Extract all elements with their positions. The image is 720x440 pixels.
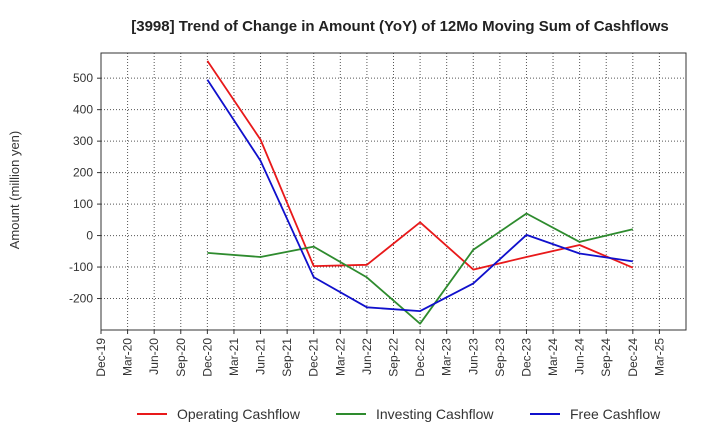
x-tick-label: Dec-19 [94,338,108,377]
x-tick-label: Jun-23 [466,338,480,375]
x-tick-label: Jun-24 [573,338,587,375]
y-tick-label: 200 [73,166,93,180]
series-line-free-cashflow [206,79,633,313]
x-tick-label: Mar-23 [440,338,454,376]
series-line-investing-cashflow [207,212,634,325]
x-tick-label: Dec-20 [200,338,214,377]
y-tick-label: 400 [73,103,93,117]
x-tick-label: Jun-22 [360,338,374,375]
x-tick-label: Dec-22 [413,338,427,377]
x-tick-label: Sep-21 [280,338,294,377]
legend-label: Operating Cashflow [177,406,301,422]
legend: Operating Cashflow Investing Cashflow Free… [137,406,661,422]
legend-label: Investing Cashflow [376,406,494,422]
plot-frame [100,52,687,331]
y-tick-label: -100 [69,260,93,274]
x-tick-label: Dec-24 [626,338,640,377]
x-tick-label: Mar-21 [227,338,241,376]
y-tick-label: 500 [73,71,93,85]
x-tick-labels: Dec-19 Mar-20 Jun-20 Sep-20 Dec-20 Mar-21 Jun-… [94,330,666,377]
x-tick-label: Sep-22 [387,338,401,377]
grid-lines [101,53,686,330]
x-tick-label: Sep-24 [599,338,613,377]
y-axis-label: Amount (million yen) [7,131,22,250]
x-tick-label: Jun-21 [254,338,268,375]
x-tick-label: Mar-22 [333,338,347,376]
x-tick-label: Sep-23 [493,338,507,377]
series-line-operating-cashflow [206,60,634,271]
x-tick-label: Mar-24 [546,338,560,376]
x-tick-label: Mar-20 [121,338,135,376]
y-tick-label: -200 [69,292,93,306]
x-tick-label: Dec-23 [519,338,533,377]
y-tick-label: 100 [73,197,93,211]
x-tick-label: Sep-20 [174,338,188,377]
series-lines [206,60,634,325]
legend-label: Free Cashflow [570,406,661,422]
y-tick-labels: -200 -100 0 100 200 300 400 500 [69,71,101,306]
y-tick-label: 0 [86,229,93,243]
x-tick-label: Mar-25 [652,338,666,376]
y-tick-label: 300 [73,134,93,148]
chart-title: [3998] Trend of Change in Amount (YoY) o… [131,18,669,35]
x-tick-label: Jun-20 [147,338,161,375]
x-tick-label: Dec-21 [307,338,321,377]
